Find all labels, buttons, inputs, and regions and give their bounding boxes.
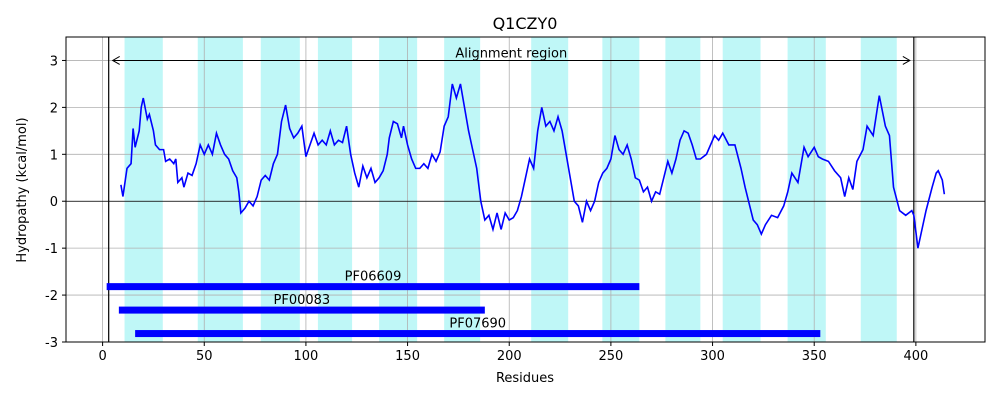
arrow-head [111,56,911,65]
tm-region [124,37,163,342]
y-axis-label: Hydropathy (kcal/mol) [15,117,30,262]
x-tick-label: 400 [903,349,928,364]
tm-region [787,37,826,342]
x-tick-label: 150 [395,349,420,364]
y-tick-label: -3 [45,336,58,351]
x-tick-label: 100 [294,349,319,364]
x-axis-label: Residues [496,371,554,386]
x-tick-label: 50 [196,349,213,364]
x-tick-label: 200 [497,349,522,364]
x-tick-label: 0 [98,349,106,364]
tm-region [665,37,701,342]
tm-region [317,37,353,342]
alignment-label: Alignment region [455,46,567,61]
plot-frame [65,36,986,343]
y-tick-label: 3 [50,54,58,69]
hydropathy-line [120,83,946,249]
domain-bar [106,283,640,291]
tm-region [260,37,300,342]
tm-region [197,37,243,342]
tm-region [531,37,569,342]
y-tick-label: 1 [50,148,58,163]
y-tick-label: -2 [45,289,58,304]
y-tick-label: 2 [50,101,58,116]
y-tick-label: -1 [45,242,58,257]
domain-label: PF00083 [274,293,331,308]
tm-region [722,37,761,342]
domain-bar [135,330,821,338]
x-tick-label: 300 [700,349,725,364]
tm-region [444,37,481,342]
domain-label: PF06609 [345,270,402,285]
tm-region [860,37,897,342]
chart-title: Q1CZY0 [493,14,558,33]
y-tick-label: 0 [50,195,58,210]
x-tick-label: 250 [598,349,623,364]
tm-region [602,37,640,342]
domain-label: PF07690 [449,317,506,332]
x-tick-label: 350 [802,349,827,364]
tm-region [379,37,418,342]
domain-bar [118,306,485,314]
